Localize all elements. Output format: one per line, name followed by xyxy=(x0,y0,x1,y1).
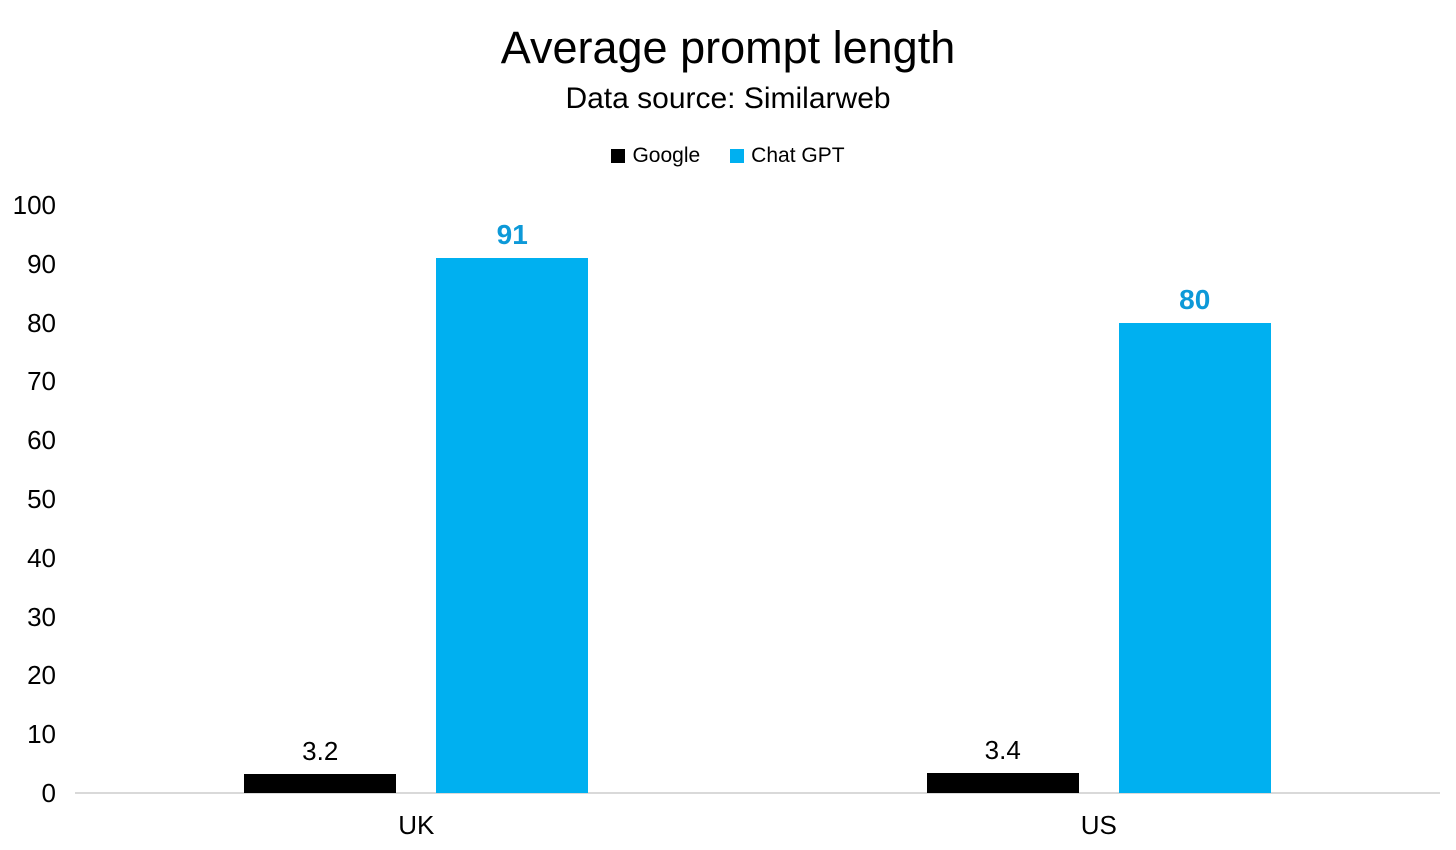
y-axis-tick-label-100: 100 xyxy=(12,190,56,220)
bar-chat-gpt-uk xyxy=(436,257,589,793)
x-axis-category-label-uk: UK xyxy=(398,810,435,840)
y-axis-tick-label-80: 80 xyxy=(27,307,56,338)
y-axis-tick-label-60: 60 xyxy=(27,425,56,456)
y-axis-tick-label-70: 70 xyxy=(27,366,56,397)
y-axis-tick-label-90: 90 xyxy=(27,248,56,279)
y-axis-tick-label-10: 10 xyxy=(27,719,56,750)
legend-item-chat-gpt: Chat GPT xyxy=(730,144,845,168)
legend-swatch-google xyxy=(611,149,626,163)
x-axis-category-label-us: US xyxy=(1080,810,1117,840)
legend-item-google: Google xyxy=(611,144,700,168)
y-axis-tick-label-30: 30 xyxy=(27,601,56,632)
bar-chat-gpt-us xyxy=(1118,322,1271,793)
legend-label-chat-gpt: Chat GPT xyxy=(751,144,845,167)
legend-label-google: Google xyxy=(632,144,701,167)
y-axis-tick-label-50: 50 xyxy=(27,484,56,514)
x-axis-line xyxy=(75,792,1440,794)
bar-value-label-google-uk: 3.2 xyxy=(302,736,339,767)
plot-area: 3.2 91 3.4 80 xyxy=(75,205,1440,794)
y-axis-tick-label-20: 20 xyxy=(27,660,56,691)
bar-google-us xyxy=(926,773,1079,793)
bar-value-label-google-us: 3.4 xyxy=(984,735,1021,766)
bar-google-uk xyxy=(244,774,397,793)
chart-subtitle: Data source: Similarweb xyxy=(565,82,891,115)
chart-title: Average prompt length xyxy=(500,22,956,73)
legend-swatch-chat-gpt xyxy=(730,149,745,163)
y-axis-tick-label-0: 0 xyxy=(41,778,56,808)
chart-legend: Google Chat GPT xyxy=(0,144,1456,168)
y-axis-tick-label-40: 40 xyxy=(27,542,56,573)
bar-value-label-chat-gpt-uk: 91 xyxy=(496,218,528,250)
bar-value-label-chat-gpt-us: 80 xyxy=(1179,283,1211,315)
